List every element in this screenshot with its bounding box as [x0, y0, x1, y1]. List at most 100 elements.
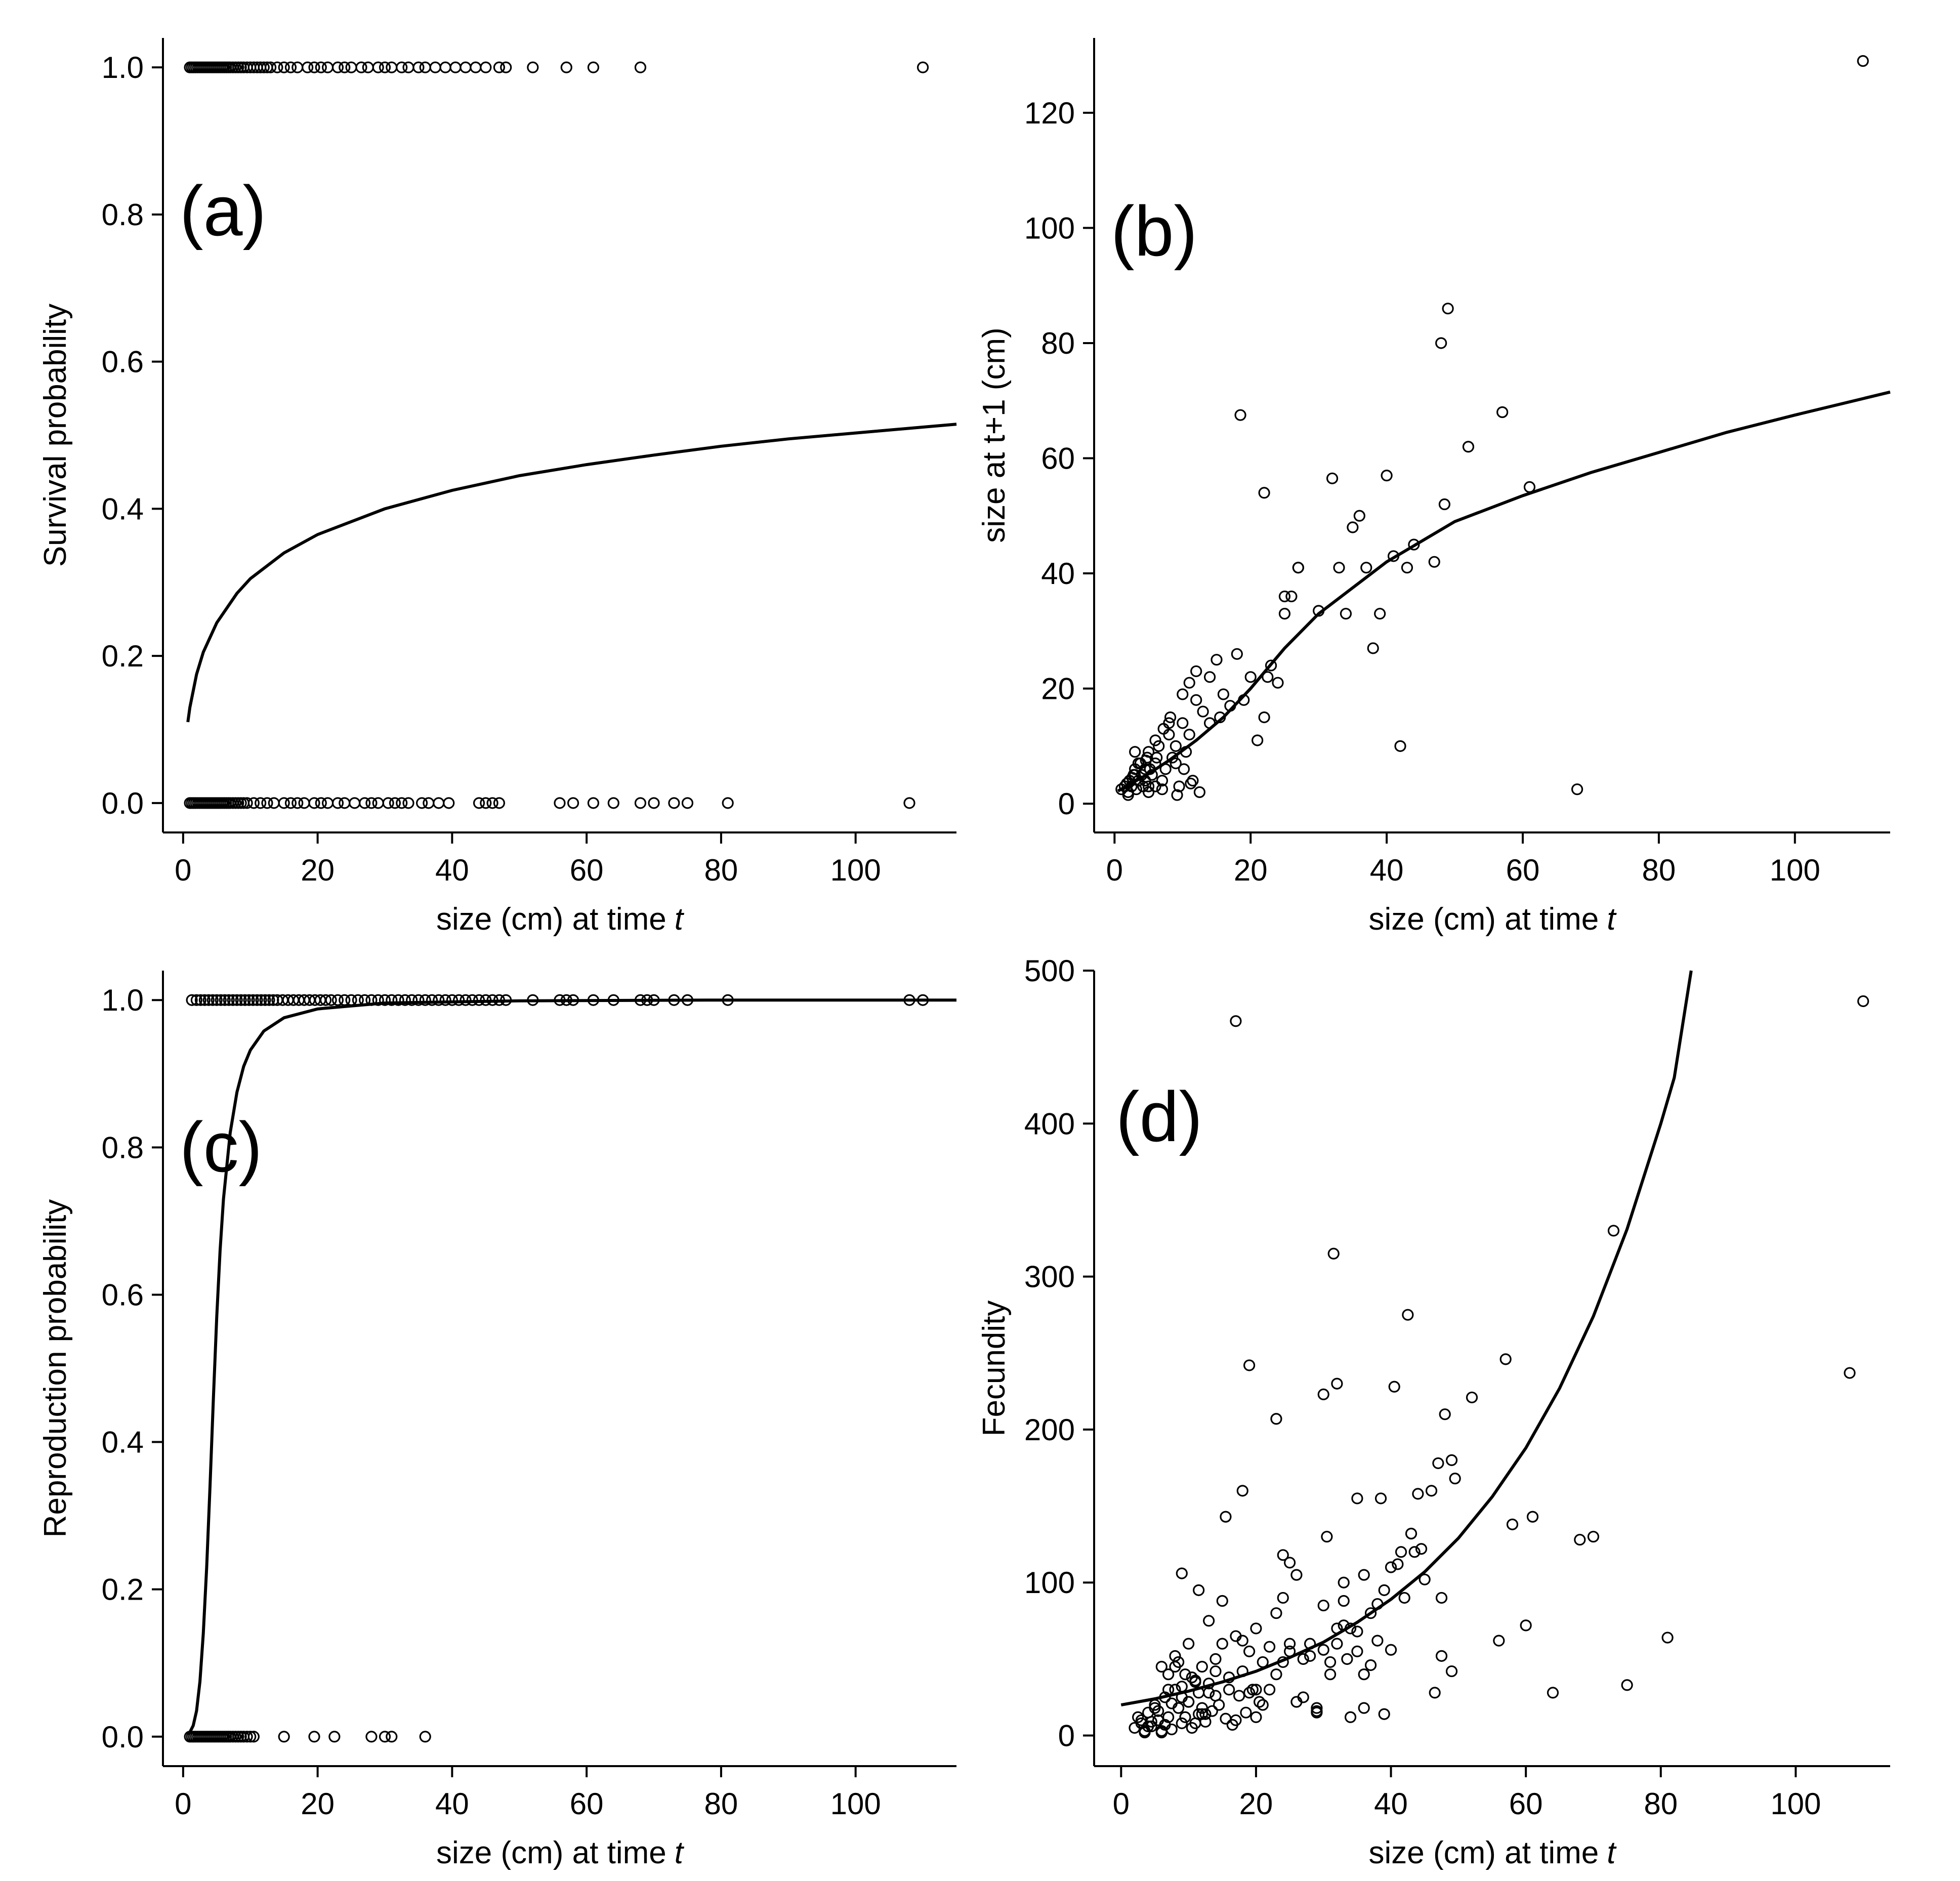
panel-c: 0 20 40 60 80 100 0.0 0.2 0.4 0.6 0.8 1.0 size (cm) …: [38, 971, 956, 1870]
data-point: [1857, 995, 1869, 1008]
data-point: [1234, 409, 1246, 421]
data-point: [1230, 1714, 1242, 1726]
data-point: [648, 797, 660, 809]
data-point: [1415, 1543, 1428, 1555]
data-point: [1196, 1702, 1208, 1714]
data-point: [211, 994, 223, 1006]
x-tick-label: 0: [175, 1787, 191, 1821]
fitted-curve: [186, 998, 956, 1736]
y-tick-label: 500: [1024, 954, 1075, 988]
data-point: [1506, 1518, 1519, 1530]
data-point: [1425, 1485, 1438, 1497]
data-point: [1378, 1708, 1390, 1720]
data-point: [1395, 1546, 1407, 1558]
data-point: [1283, 1638, 1296, 1650]
data-point: [1338, 1576, 1350, 1589]
data-point: [1270, 1668, 1282, 1681]
data-point: [1162, 1711, 1175, 1723]
data-point: [1401, 562, 1413, 574]
panel-label: (c): [180, 1107, 262, 1187]
data-point: [1385, 1644, 1397, 1656]
data-point: [567, 797, 579, 809]
data-point: [355, 61, 367, 73]
data-point: [339, 797, 351, 809]
x-axis-title-variable: t: [1607, 1835, 1617, 1870]
data-point: [365, 797, 378, 809]
data-point: [1290, 1696, 1303, 1708]
y-tick-label: 40: [1041, 557, 1075, 591]
data-point: [258, 61, 270, 73]
x-tick-label: 80: [1642, 853, 1676, 887]
data-point: [1277, 1549, 1289, 1561]
data-point: [315, 61, 327, 73]
data-point: [1297, 1653, 1309, 1665]
y-tick-label: 0.8: [102, 198, 144, 232]
data-point: [1145, 1716, 1157, 1728]
y-tick-label: 300: [1024, 1260, 1075, 1294]
data-point: [1326, 472, 1339, 484]
data-point: [1216, 1595, 1228, 1607]
data-point: [439, 61, 451, 73]
y-axis-title: Survival probability: [38, 304, 73, 567]
data-point: [1164, 711, 1177, 724]
data-point: [278, 1731, 290, 1743]
data-point: [1333, 562, 1345, 574]
data-point: [1358, 1569, 1370, 1581]
data-point: [392, 994, 404, 1006]
data-point: [449, 61, 462, 73]
data-point: [1327, 1247, 1340, 1260]
fitted-curve: [1120, 970, 1693, 1707]
data-point: [527, 61, 539, 73]
x-axis-title: size (cm) at time t: [1369, 1835, 1617, 1870]
data-point: [473, 797, 485, 809]
data-point: [1189, 1675, 1201, 1687]
data-point: [1358, 1668, 1370, 1681]
data-point: [460, 61, 472, 73]
data-point: [223, 994, 235, 1006]
data-point: [1364, 1659, 1377, 1671]
data-point: [396, 797, 408, 809]
data-point: [1317, 1644, 1329, 1656]
data-point: [419, 1731, 431, 1743]
data-point: [433, 797, 445, 809]
data-point: [1203, 1615, 1215, 1627]
data-point: [1183, 728, 1195, 741]
data-point: [1347, 521, 1359, 533]
data-point: [1210, 1665, 1222, 1678]
x-tick-label: 60: [570, 853, 604, 887]
data-point: [308, 1731, 320, 1743]
data-point: [1360, 562, 1372, 574]
x-tick-label: 0: [1113, 1787, 1130, 1821]
panel-label: (a): [180, 171, 266, 250]
data-point: [1263, 1684, 1276, 1696]
data-point: [1153, 740, 1165, 752]
data-point: [219, 994, 231, 1006]
data-point: [1149, 734, 1161, 746]
x-axis-title-text: size (cm) at time: [1369, 902, 1599, 937]
data-point: [426, 994, 438, 1006]
data-point: [1429, 1687, 1441, 1699]
data-point: [379, 61, 391, 73]
data-point: [359, 797, 371, 809]
data-point: [587, 797, 600, 809]
data-point: [607, 797, 619, 809]
data-point: [1156, 783, 1169, 796]
data-point: [1176, 1567, 1188, 1579]
data-point: [1236, 1635, 1248, 1647]
data-point: [284, 61, 297, 73]
x-tick-label: 20: [1234, 853, 1268, 887]
data-point: [1351, 1492, 1363, 1504]
y-tick-label: 0.6: [102, 1278, 144, 1312]
data-point: [1574, 1533, 1586, 1546]
data-point: [1142, 786, 1155, 798]
data-point: [1176, 1717, 1188, 1729]
data-point: [1243, 1645, 1256, 1657]
data-point: [1169, 1650, 1181, 1662]
fitted-curve: [186, 423, 957, 723]
data-point: [298, 797, 310, 809]
data-point: [1231, 648, 1243, 660]
data-point: [1321, 1530, 1333, 1543]
data-point: [243, 994, 255, 1006]
data-point: [1220, 1511, 1232, 1523]
data-point: [1857, 55, 1869, 67]
